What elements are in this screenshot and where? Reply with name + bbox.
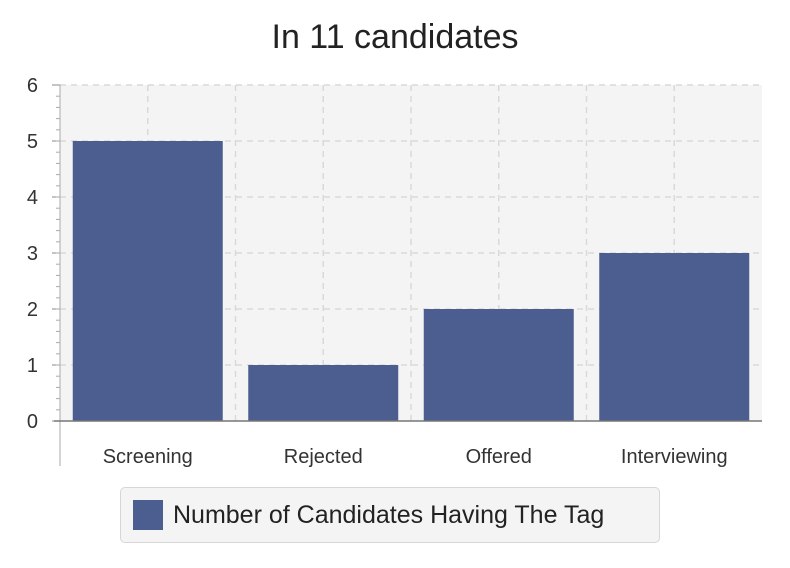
y-tick-label: 4 <box>27 187 38 209</box>
x-tick-label: Interviewing <box>621 446 728 468</box>
bar-offered <box>423 309 574 421</box>
legend-label: Number of Candidates Having The Tag <box>173 500 605 529</box>
legend-swatch <box>133 500 163 530</box>
bar-chart: 0 1 2 3 4 5 6 Screening Rejected Offered Interview… <box>27 75 762 468</box>
bar-rejected <box>248 365 399 421</box>
y-tick-label: 0 <box>27 411 38 433</box>
y-tick-label: 2 <box>27 299 38 321</box>
x-tick-label: Screening <box>103 446 193 468</box>
y-tick-label: 1 <box>27 355 38 377</box>
y-tick-label: 5 <box>27 131 38 153</box>
chart-title: In 11 candidates <box>271 18 519 56</box>
bar-interviewing <box>599 253 750 421</box>
y-tick-label: 6 <box>27 75 38 97</box>
y-tick-label: 3 <box>27 243 38 265</box>
x-tick-label: Offered <box>466 446 532 468</box>
bar-screening <box>72 141 223 421</box>
legend: Number of Candidates Having The Tag <box>120 487 660 543</box>
x-tick-label: Rejected <box>284 446 363 468</box>
